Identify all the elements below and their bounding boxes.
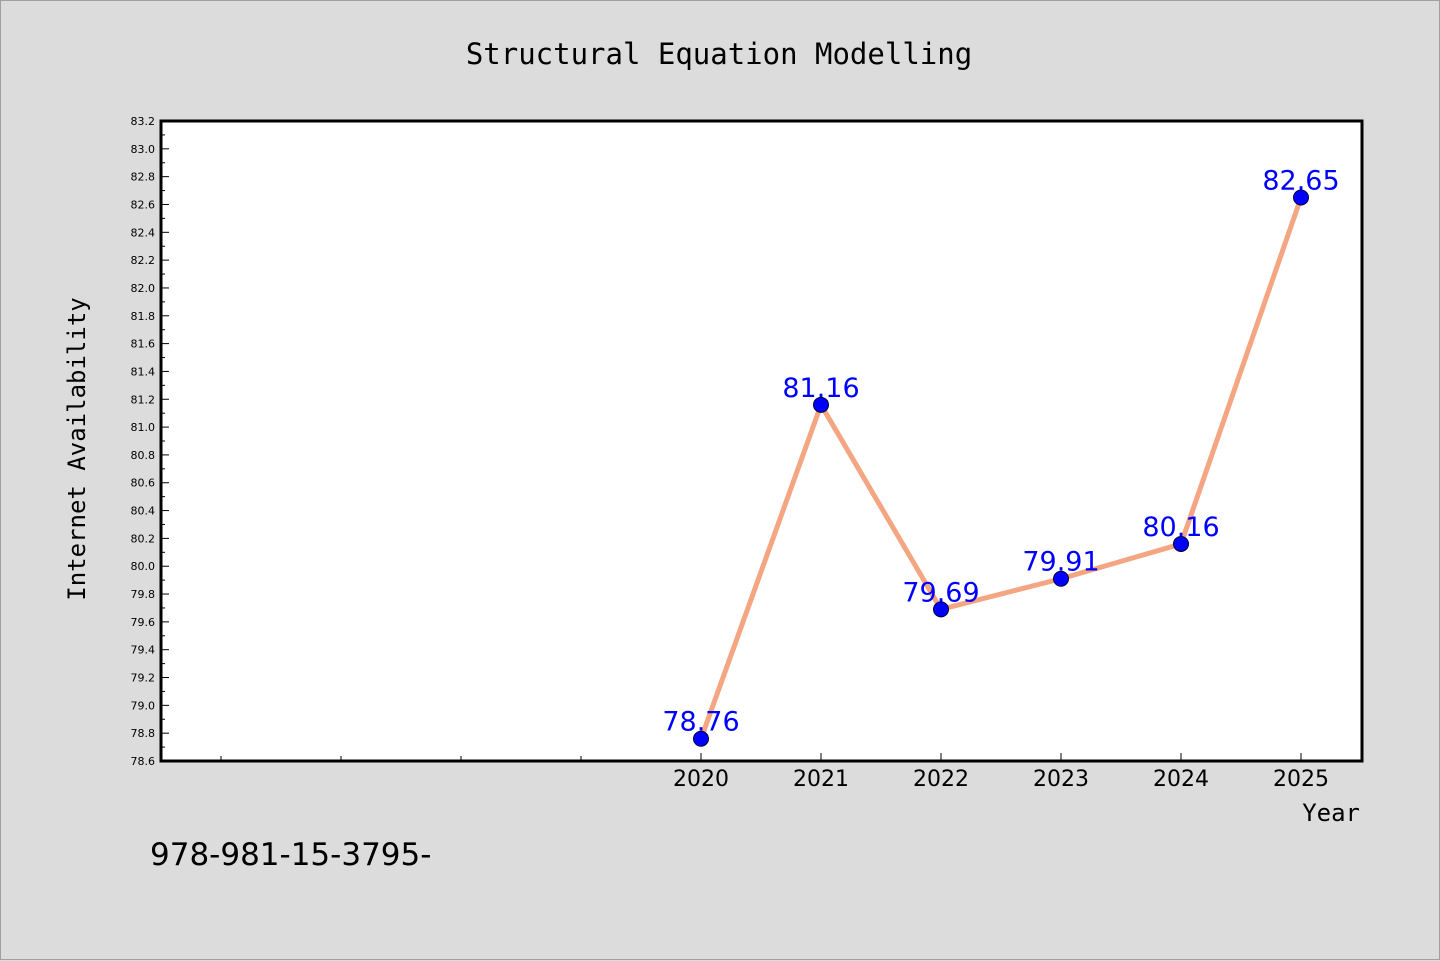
plot-area xyxy=(161,121,1362,761)
data-label: 80.16 xyxy=(1142,512,1219,543)
data-point xyxy=(1053,570,1069,587)
y-tick-label: 79.0 xyxy=(131,699,156,712)
data-point xyxy=(813,396,829,413)
y-tick-label: 82.2 xyxy=(131,254,156,267)
y-tick-label: 82.6 xyxy=(131,198,156,211)
y-tick-label: 81.0 xyxy=(131,421,156,434)
data-point xyxy=(1293,189,1309,206)
x-tick-label: 2020 xyxy=(673,767,729,792)
data-label: 82.65 xyxy=(1262,166,1339,197)
x-tick-label: 2025 xyxy=(1273,767,1329,792)
data-point xyxy=(933,601,949,618)
data-label: 78.76 xyxy=(662,707,739,738)
y-axis-label: Internet Availability xyxy=(63,297,91,600)
y-tick-label: 80.0 xyxy=(131,560,156,573)
data-label: 79.69 xyxy=(902,577,979,608)
plot-frame xyxy=(159,119,1364,763)
x-tick-label: 2023 xyxy=(1033,767,1089,792)
chart-title: Structural Equation Modelling xyxy=(466,37,972,71)
series-line xyxy=(698,195,1304,742)
data-point xyxy=(1173,535,1189,552)
y-tick-label: 81.2 xyxy=(131,393,156,406)
y-tick-label: 82.8 xyxy=(131,171,156,184)
data-point xyxy=(693,730,709,747)
data-label: 81.16 xyxy=(782,373,859,404)
y-tick-label: 83.2 xyxy=(131,115,156,128)
x-axis-label: Year xyxy=(1302,799,1360,827)
identifier-annotation: 978-981-15-3795- xyxy=(150,837,431,873)
x-axis: 2020 2021 2022 2023 2024 2025 xyxy=(220,753,1329,792)
y-tick-label: 81.8 xyxy=(131,310,156,323)
y-tick-label: 80.2 xyxy=(131,532,156,545)
y-tick-label: 82.4 xyxy=(131,226,156,239)
data-label: 79.91 xyxy=(1022,547,1099,578)
y-tick-label: 79.6 xyxy=(131,616,156,629)
y-tick-label: 80.4 xyxy=(131,505,156,518)
x-tick-label: 2021 xyxy=(793,767,849,792)
y-tick-label: 82.0 xyxy=(131,282,156,295)
y-tick-label: 80.6 xyxy=(131,477,156,490)
y-tick-label: 78.8 xyxy=(131,727,156,740)
y-tick-label: 79.8 xyxy=(131,588,156,601)
y-tick-label: 79.4 xyxy=(131,644,156,657)
y-tick-label: 80.8 xyxy=(131,449,156,462)
y-tick-label: 81.6 xyxy=(131,338,156,351)
y-tick-label: 83.0 xyxy=(131,143,156,156)
y-tick-label: 79.2 xyxy=(131,672,156,685)
y-axis: 78.6 78.8 79.0 79.2 79.4 79.6 79.8 80.0 80.2 80.4… xyxy=(131,115,169,768)
y-tick-label: 78.6 xyxy=(131,755,156,768)
x-tick-label: 2024 xyxy=(1153,767,1209,792)
x-tick-label: 2022 xyxy=(913,767,969,792)
y-tick-label: 81.4 xyxy=(131,365,156,378)
series-layer: 78.76 81.16 79.69 79.91 80.16 82.65 xyxy=(662,166,1340,747)
